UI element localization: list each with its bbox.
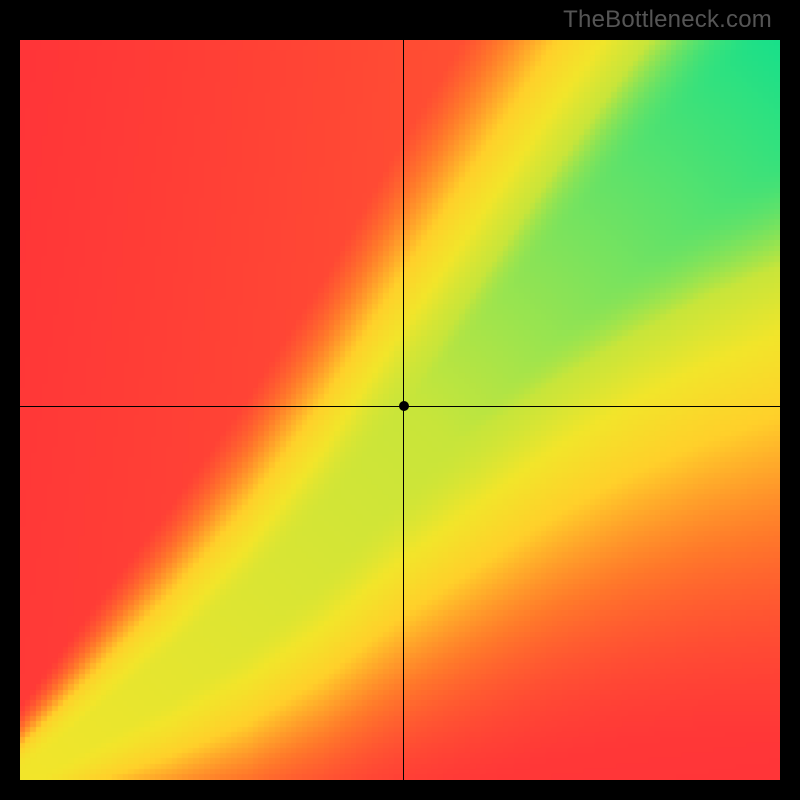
frame-border-bottom [0, 780, 800, 800]
chart-frame: TheBottleneck.com [0, 0, 800, 800]
crosshair-marker [399, 401, 409, 411]
frame-border-left [0, 0, 20, 800]
heatmap-plot [20, 40, 780, 780]
frame-border-right [780, 0, 800, 800]
watermark-text: TheBottleneck.com [563, 6, 772, 34]
